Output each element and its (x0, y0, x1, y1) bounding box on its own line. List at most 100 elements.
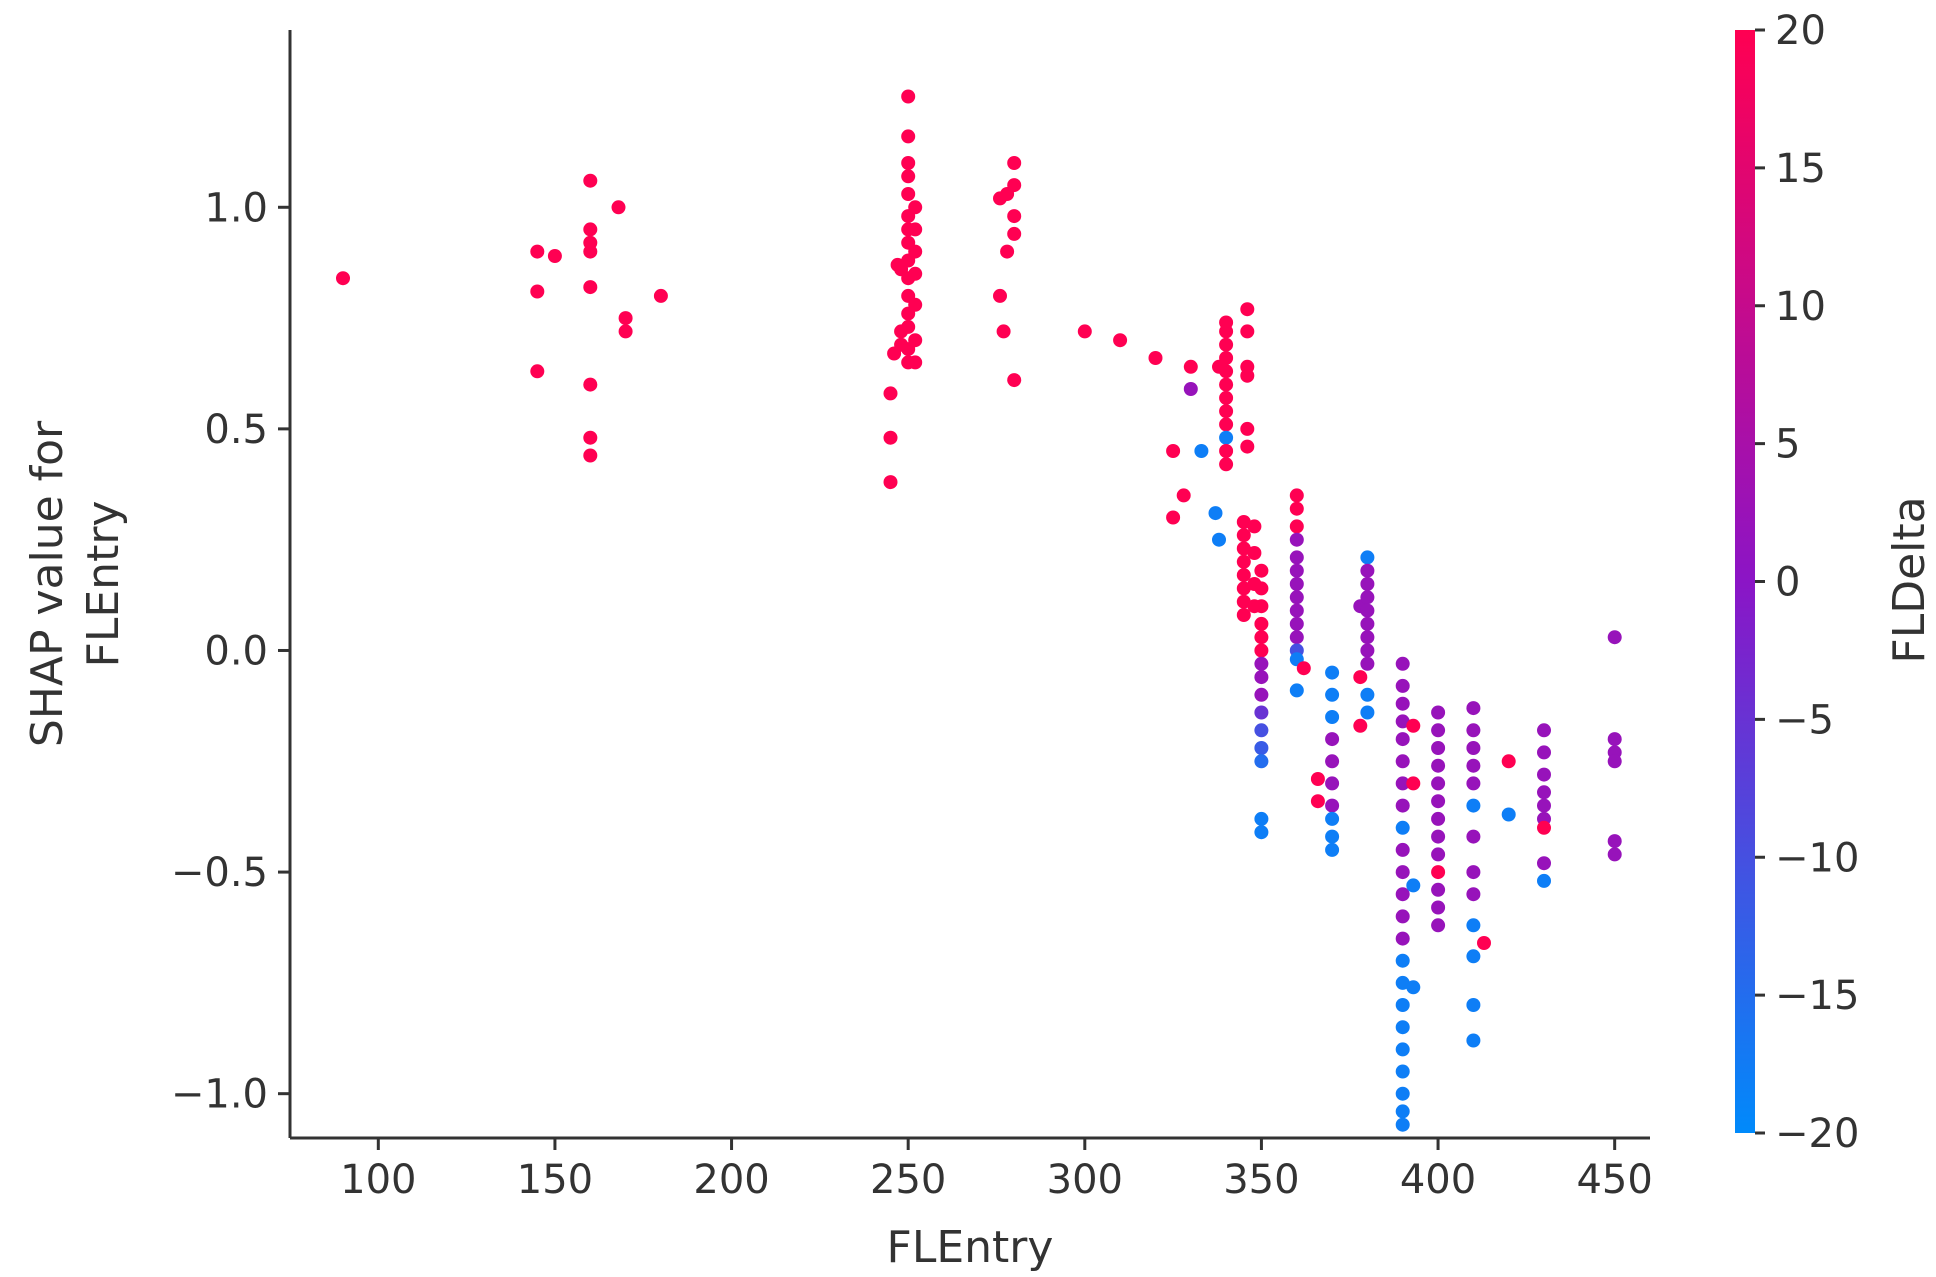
data-point (1289, 603, 1304, 618)
data-point (908, 355, 923, 370)
data-point (1406, 776, 1421, 791)
data-point (1325, 665, 1340, 680)
data-point (1431, 776, 1446, 791)
data-point (1360, 643, 1375, 658)
data-point (1247, 546, 1262, 560)
data-point (1537, 745, 1551, 760)
data-point (1466, 741, 1481, 755)
data-point (1236, 594, 1251, 609)
x-tick-label: 450 (1576, 1157, 1652, 1203)
data-point (1395, 887, 1410, 902)
data-point (1219, 337, 1234, 352)
data-point (1360, 577, 1375, 591)
data-point (1325, 798, 1340, 813)
data-point (1431, 705, 1446, 720)
data-point (1353, 718, 1368, 733)
data-point (1501, 754, 1516, 769)
data-point (1183, 382, 1198, 396)
data-point (1236, 528, 1251, 543)
data-point (1219, 444, 1234, 458)
data-point (530, 364, 545, 379)
colorbar-ticks: −20 −15 −10 −5 0 5 10 15 20 (1755, 8, 1859, 1157)
data-point (1247, 519, 1262, 534)
data-point (1431, 900, 1446, 915)
data-point (1289, 488, 1304, 503)
data-point (1254, 599, 1269, 614)
data-point (1254, 825, 1269, 840)
data-point (1395, 1020, 1410, 1035)
data-point (1466, 829, 1481, 844)
data-point (1395, 909, 1410, 924)
colorbar-label: FLDelta (1884, 496, 1935, 663)
y-axis-label-line: SHAP value for (22, 420, 73, 747)
data-point (530, 244, 545, 259)
data-point (1208, 506, 1223, 521)
x-tick-label: 100 (340, 1157, 416, 1203)
colorbar-tick-label: −15 (1775, 973, 1859, 1019)
colorbar-tick-label: 20 (1775, 8, 1826, 54)
data-point (1501, 807, 1516, 822)
data-point (1395, 1064, 1410, 1079)
data-point (1360, 550, 1375, 565)
data-point (1537, 798, 1551, 813)
x-tick-label: 200 (693, 1157, 769, 1203)
data-point (1607, 732, 1622, 747)
data-point (1289, 683, 1304, 698)
data-point (1466, 798, 1481, 813)
data-point (1289, 532, 1304, 547)
y-tick-label: −0.5 (171, 850, 268, 896)
data-point (1466, 998, 1481, 1012)
data-point (1254, 687, 1269, 702)
data-point (1007, 226, 1022, 241)
y-tick-label: 0.0 (204, 628, 268, 674)
colorbar-gradient (1735, 30, 1755, 1133)
data-point (1176, 488, 1191, 503)
data-point (1431, 811, 1446, 826)
data-point (1395, 714, 1410, 729)
colorbar-tick-label: 5 (1775, 422, 1800, 468)
data-point (1360, 616, 1375, 631)
data-point (1607, 847, 1622, 862)
data-point (1466, 776, 1481, 791)
data-point (1236, 554, 1251, 569)
x-tick-label: 350 (1223, 1157, 1299, 1203)
data-point (901, 89, 916, 104)
x-tick-label: 400 (1400, 1157, 1476, 1203)
data-point (1289, 563, 1304, 578)
data-point (1236, 541, 1251, 556)
data-point (1395, 754, 1410, 769)
data-point (1166, 510, 1181, 525)
x-tick-label: 300 (1047, 1157, 1123, 1203)
data-point (1431, 918, 1446, 933)
data-point (1254, 705, 1269, 720)
y-axis-label: SHAP value for FLEntry (22, 420, 129, 747)
data-point (583, 173, 598, 188)
data-point (1219, 390, 1234, 405)
data-point (1466, 701, 1481, 716)
data-point (583, 222, 598, 237)
data-point (1007, 178, 1022, 193)
data-point (1477, 936, 1491, 950)
data-point (1240, 368, 1255, 383)
data-point (530, 284, 545, 299)
y-axis-label-line: FLEntry (78, 501, 129, 668)
data-point (1466, 949, 1481, 964)
data-point (883, 475, 898, 490)
data-point (1395, 656, 1410, 671)
data-point (1289, 577, 1304, 591)
y-tick-label: −1.0 (171, 1072, 268, 1118)
data-point (1310, 772, 1325, 786)
data-point (1325, 829, 1340, 844)
data-point (1466, 918, 1481, 933)
y-tick-label: 0.5 (204, 407, 268, 453)
data-point (1007, 156, 1022, 170)
data-point (1183, 359, 1198, 374)
x-tick-label: 250 (870, 1157, 946, 1203)
data-point (1466, 887, 1481, 902)
data-point (1395, 732, 1410, 747)
data-point (1219, 417, 1234, 432)
data-point (996, 324, 1011, 339)
data-point (1395, 975, 1410, 990)
data-point (1466, 758, 1481, 773)
data-point (1395, 696, 1410, 711)
